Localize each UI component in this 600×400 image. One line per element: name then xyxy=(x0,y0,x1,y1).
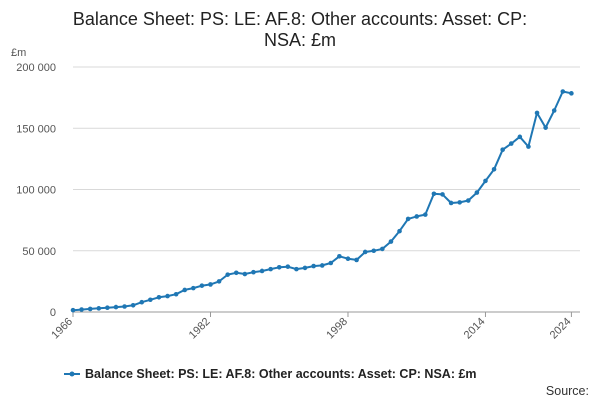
data-point[interactable] xyxy=(113,304,119,310)
x-tick-label: 2024 xyxy=(548,316,574,342)
data-point[interactable] xyxy=(139,299,145,305)
data-point[interactable] xyxy=(191,285,196,291)
series-plot xyxy=(70,89,574,313)
data-point[interactable] xyxy=(517,134,523,140)
data-point[interactable] xyxy=(354,257,359,263)
x-tick-label: 1982 xyxy=(187,316,213,342)
data-point[interactable] xyxy=(276,264,282,270)
data-point[interactable] xyxy=(268,266,273,272)
data-point[interactable] xyxy=(156,295,162,300)
data-point[interactable] xyxy=(551,108,557,113)
data-point[interactable] xyxy=(508,141,514,146)
y-tick-label: 150 000 xyxy=(16,123,56,135)
data-point[interactable] xyxy=(388,239,394,244)
data-point[interactable] xyxy=(371,248,377,254)
data-point[interactable] xyxy=(534,110,540,116)
data-point[interactable] xyxy=(182,287,188,293)
y-tick-label: 100 000 xyxy=(16,185,56,197)
data-point[interactable] xyxy=(130,302,136,308)
data-point[interactable] xyxy=(285,264,291,269)
data-point[interactable] xyxy=(233,270,239,276)
data-point[interactable] xyxy=(569,91,574,96)
data-point[interactable] xyxy=(526,144,531,149)
y-axis-unit-label: £m xyxy=(11,47,26,59)
data-point[interactable] xyxy=(259,268,265,274)
data-point[interactable] xyxy=(302,265,308,271)
data-point[interactable] xyxy=(560,89,566,94)
data-point[interactable] xyxy=(414,214,420,219)
y-tick-label: 50 000 xyxy=(22,246,56,258)
y-gridlines xyxy=(73,66,580,313)
data-point[interactable] xyxy=(251,269,256,275)
data-point[interactable] xyxy=(96,306,102,311)
data-point[interactable] xyxy=(465,198,471,203)
data-point[interactable] xyxy=(397,228,402,234)
data-point[interactable] xyxy=(173,291,179,297)
x-axis: 1966 1982 1998 2014 2024 xyxy=(49,311,580,342)
data-point[interactable] xyxy=(79,307,84,312)
y-tick-label: 200 000 xyxy=(16,62,56,74)
data-point[interactable] xyxy=(87,306,93,312)
x-tick-label: 1998 xyxy=(324,316,350,342)
data-point[interactable] xyxy=(148,297,153,303)
data-point[interactable] xyxy=(225,272,230,277)
data-point[interactable] xyxy=(319,263,325,268)
data-point[interactable] xyxy=(345,256,351,262)
data-point[interactable] xyxy=(491,166,497,172)
data-point[interactable] xyxy=(70,307,76,313)
series-line xyxy=(72,90,572,312)
legend-series-label: Balance Sheet: PS: LE: AF.8: Other accou… xyxy=(85,367,477,381)
data-point[interactable] xyxy=(423,212,428,217)
data-point[interactable] xyxy=(208,282,213,287)
data-point[interactable] xyxy=(105,305,110,311)
data-point[interactable] xyxy=(122,304,127,309)
data-point[interactable] xyxy=(474,190,480,195)
data-point[interactable] xyxy=(500,147,505,152)
data-point[interactable] xyxy=(431,191,437,197)
data-point[interactable] xyxy=(483,178,488,184)
x-tick-label: 1966 xyxy=(49,316,75,342)
data-point[interactable] xyxy=(199,283,205,288)
data-point[interactable] xyxy=(242,271,248,277)
data-point[interactable] xyxy=(405,216,411,222)
data-point[interactable] xyxy=(543,125,548,130)
data-point[interactable] xyxy=(440,192,445,197)
data-point[interactable] xyxy=(311,263,316,269)
chart-title-line-2: NSA: £m xyxy=(264,30,336,50)
y-axis-tick-labels: 0 50 000 100 000 150 000 200 000 xyxy=(16,62,56,319)
data-point[interactable] xyxy=(337,253,342,259)
data-point[interactable] xyxy=(165,293,170,299)
legend[interactable]: Balance Sheet: PS: LE: AF.8: Other accou… xyxy=(64,367,477,381)
data-point[interactable] xyxy=(294,266,299,272)
data-point[interactable] xyxy=(448,200,454,206)
chart-title-line-1: Balance Sheet: PS: LE: AF.8: Other accou… xyxy=(73,9,527,29)
data-point[interactable] xyxy=(380,246,385,252)
data-point[interactable] xyxy=(328,260,334,266)
y-tick-label: 0 xyxy=(50,307,56,319)
data-point[interactable] xyxy=(216,279,222,284)
chart-title: Balance Sheet: PS: LE: AF.8: Other accou… xyxy=(73,9,527,50)
x-tick-label: 2014 xyxy=(462,316,488,342)
data-point[interactable] xyxy=(362,249,368,255)
legend-point-marker xyxy=(69,371,75,377)
data-point[interactable] xyxy=(457,200,462,205)
source-label: Source: xyxy=(546,384,589,398)
